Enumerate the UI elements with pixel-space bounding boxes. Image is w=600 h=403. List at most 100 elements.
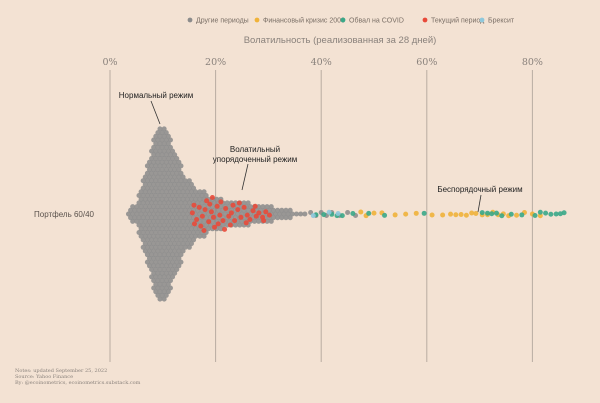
point-crisis-2008 (453, 212, 459, 218)
point-other-periods (172, 181, 178, 187)
point-other-periods (287, 207, 293, 213)
point-other-periods (134, 218, 140, 224)
point-other-periods (172, 167, 178, 173)
point-other-periods (149, 259, 155, 265)
point-other-periods (167, 241, 173, 247)
point-other-periods (151, 204, 157, 210)
point-other-periods (184, 218, 190, 224)
point-other-periods (174, 207, 180, 213)
point-other-periods (155, 130, 161, 136)
point-other-periods (138, 233, 144, 239)
point-other-periods (186, 200, 192, 206)
point-current-period (250, 208, 256, 214)
point-other-periods (155, 270, 161, 276)
point-other-periods (180, 226, 186, 232)
point-other-periods (180, 196, 186, 202)
point-other-periods (188, 196, 194, 202)
point-other-periods (199, 193, 205, 198)
point-other-periods (151, 285, 157, 291)
point-other-periods (205, 226, 211, 232)
point-other-periods (157, 148, 163, 154)
point-other-periods (188, 226, 194, 232)
point-other-periods (155, 189, 161, 195)
point-other-periods (167, 285, 173, 291)
footnote-source: Source: Yahoo Finance (15, 374, 74, 381)
point-other-periods (172, 196, 178, 202)
point-current-period (228, 210, 234, 216)
point-other-periods (153, 193, 159, 198)
annotation-line: Беспорядочный режим (437, 185, 522, 194)
point-other-periods (155, 137, 161, 143)
point-current-period (220, 218, 226, 224)
point-other-periods (172, 204, 178, 210)
point-other-periods (153, 156, 159, 161)
point-other-periods (180, 218, 186, 224)
point-other-periods (134, 211, 140, 217)
point-other-periods (151, 144, 157, 150)
point-other-periods (251, 218, 257, 224)
point-other-periods (157, 244, 163, 250)
point-other-periods (163, 233, 169, 239)
point-other-periods (163, 211, 169, 217)
point-other-periods (161, 267, 167, 272)
point-other-periods (149, 178, 155, 184)
point-other-periods (130, 211, 136, 217)
point-other-periods (170, 237, 176, 243)
point-other-periods (165, 178, 171, 184)
point-covid-crash (479, 210, 485, 216)
point-other-periods (151, 137, 157, 143)
point-other-periods (142, 241, 148, 247)
point-other-periods (136, 230, 142, 235)
point-brexit (335, 210, 341, 216)
legend-item: Финансовый кризис 2008 (254, 17, 345, 25)
annotation-label: Нормальный режим (119, 91, 193, 100)
point-other-periods (176, 233, 182, 239)
legend-label: Другие периоды (196, 18, 249, 25)
point-other-periods (151, 218, 157, 224)
point-other-periods (167, 255, 173, 261)
point-other-periods (155, 285, 161, 291)
point-other-periods (270, 207, 276, 213)
point-other-periods (182, 222, 188, 228)
point-other-periods (165, 222, 171, 228)
point-other-periods (245, 200, 251, 206)
point-other-periods (159, 278, 165, 284)
legend-label: Финансовый кризис 2008 (263, 17, 345, 25)
point-other-periods (184, 189, 190, 195)
point-other-periods (161, 156, 167, 161)
point-other-periods (136, 193, 142, 198)
point-other-periods (302, 211, 308, 217)
x-tick-label: 40% (311, 57, 332, 68)
annotation-label: Беспорядочный режим (437, 185, 522, 194)
point-other-periods (167, 233, 173, 239)
point-other-periods (155, 181, 161, 187)
annotations: Нормальный режим Волатильный упорядоченный… (119, 91, 523, 213)
point-other-periods (161, 126, 167, 132)
point-other-periods (149, 267, 155, 272)
point-other-periods (174, 170, 180, 176)
point-other-periods (151, 174, 157, 180)
point-other-periods (155, 211, 161, 217)
point-other-periods (293, 211, 299, 217)
point-other-periods (298, 211, 304, 217)
point-current-period (202, 207, 208, 213)
point-other-periods (268, 218, 274, 224)
point-covid-crash (321, 212, 327, 218)
footnotes: Notes: updated September 25, 2022 Source… (15, 368, 140, 387)
point-current-period (256, 210, 262, 216)
x-tick-label: 20% (205, 57, 226, 68)
point-other-periods (182, 200, 188, 206)
point-other-periods (157, 296, 163, 302)
point-other-periods (176, 218, 182, 224)
legend-label: Текущий период (431, 17, 484, 25)
point-other-periods (157, 237, 163, 243)
point-other-periods (153, 244, 159, 250)
point-other-periods (153, 185, 159, 191)
point-other-periods (151, 241, 157, 247)
point-other-periods (178, 237, 184, 243)
point-other-periods (161, 207, 167, 213)
point-other-periods (176, 241, 182, 247)
point-current-period (207, 201, 213, 207)
x-tick-label: 60% (416, 57, 437, 68)
